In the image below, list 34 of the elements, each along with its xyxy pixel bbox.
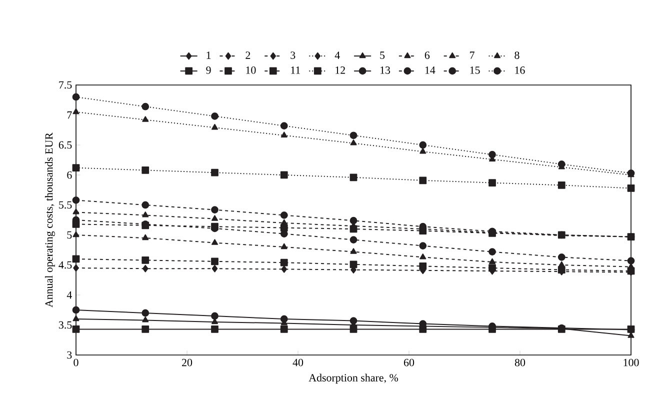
x-tick-label: 40 xyxy=(292,358,304,366)
x-tick-label: 80 xyxy=(514,358,526,366)
legend-label: 7 xyxy=(470,52,474,59)
legend-label: 15 xyxy=(470,66,480,74)
y-axis-title: Annual operating costs, thousands EUR xyxy=(44,132,55,308)
y-tick-label: 4 xyxy=(66,291,72,299)
y-tick-label: 6 xyxy=(67,171,72,179)
x-axis-title: Adsorption share, % xyxy=(308,374,398,384)
legend-label: 2 xyxy=(246,52,250,59)
y-tick-label: 3 xyxy=(67,351,72,359)
legend-label: 8 xyxy=(514,52,520,59)
y-tick-label: 3.5 xyxy=(58,321,72,329)
legend-label: 4 xyxy=(334,52,340,59)
legend-label: 16 xyxy=(515,66,525,74)
x-tick-label: 20 xyxy=(182,358,192,366)
legend-label: 1 xyxy=(206,52,211,59)
legend-label: 12 xyxy=(336,66,345,74)
y-tick-label: 5 xyxy=(67,231,72,239)
legend-label: 13 xyxy=(380,66,390,74)
legend-label: 10 xyxy=(246,66,256,74)
legend-label: 5 xyxy=(380,52,385,59)
legend-label: 14 xyxy=(425,66,436,74)
x-tick-label: 0 xyxy=(74,358,78,366)
legend-label: 6 xyxy=(424,52,430,59)
y-tick-label: 4.5 xyxy=(58,261,72,269)
legend-label: 3 xyxy=(290,52,296,59)
legend-label: 11 xyxy=(291,66,300,74)
x-tick-label: 100 xyxy=(624,358,639,366)
legend-label: 9 xyxy=(206,66,211,74)
y-tick-label: 7.5 xyxy=(59,81,72,89)
y-tick-label: 7 xyxy=(67,111,72,119)
y-tick-label: 6.5 xyxy=(58,141,72,149)
y-tick-label: 5.5 xyxy=(59,201,72,209)
x-tick-label: 60 xyxy=(404,358,414,366)
